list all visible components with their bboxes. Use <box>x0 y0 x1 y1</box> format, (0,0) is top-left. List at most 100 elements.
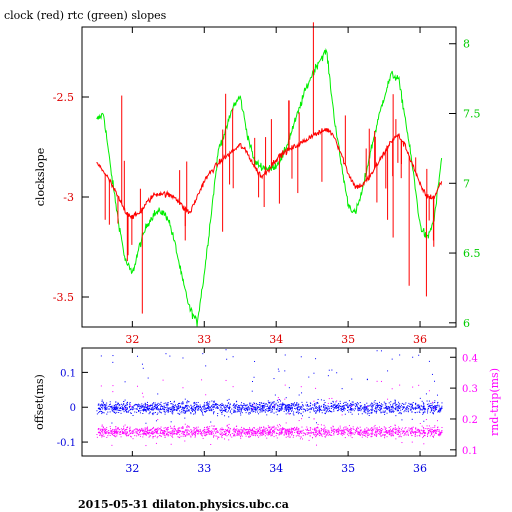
rnd-trip-point <box>325 435 327 437</box>
rnd-trip-point <box>300 436 302 438</box>
offset-point <box>251 406 253 408</box>
offset-point <box>131 406 133 408</box>
rnd-trip-point <box>374 432 376 434</box>
rnd-trip-point <box>317 423 319 425</box>
offset-point <box>424 411 426 413</box>
offset-point <box>167 407 169 409</box>
offset-point <box>264 411 266 413</box>
rnd-trip-point <box>302 435 304 437</box>
slopes-chart: 32 33 34 35 36-3.5-3-2.566.577.58 clockslope <box>34 22 481 346</box>
rnd-trip-point <box>304 434 306 436</box>
rnd-trip-point <box>377 427 379 429</box>
rnd-trip-point <box>209 426 211 428</box>
offset-point <box>176 407 178 409</box>
rnd-trip-point <box>375 434 377 436</box>
offset-point <box>357 403 359 405</box>
rnd-trip-point <box>335 430 337 432</box>
offset-point <box>424 409 426 411</box>
rnd-trip-point <box>250 434 252 436</box>
offset-point <box>285 405 287 407</box>
rnd-trip-point <box>203 432 205 434</box>
rnd-trip-point <box>142 396 144 398</box>
offset-point <box>184 410 186 412</box>
rnd-trip-point <box>285 428 287 430</box>
rnd-trip-point <box>370 432 372 434</box>
offset-point <box>326 408 328 410</box>
offset-point <box>297 409 299 411</box>
rnd-trip-point <box>369 429 371 431</box>
rnd-trip-point <box>378 431 380 433</box>
offset-point <box>417 405 419 407</box>
rnd-trip-point <box>438 433 440 435</box>
rnd-trip-point <box>267 430 269 432</box>
x-tick-label: 36 <box>413 333 427 346</box>
offset-point <box>350 407 352 409</box>
offset-point <box>241 408 243 410</box>
rnd-trip-point <box>281 432 283 434</box>
offset-point <box>234 408 236 410</box>
offset-point <box>272 402 274 404</box>
rnd-trip-point <box>307 433 309 435</box>
rnd-trip-point <box>202 433 204 435</box>
rnd-trip-point <box>154 428 156 430</box>
rnd-trip-point <box>255 430 257 432</box>
rnd-trip-point <box>327 433 329 435</box>
rnd-trip-point <box>273 428 275 430</box>
offset-point <box>202 353 204 355</box>
rnd-trip-point <box>190 436 192 438</box>
rnd-trip-point <box>238 432 240 434</box>
offset-point <box>259 408 261 410</box>
offset-point <box>327 411 329 413</box>
offset-point <box>384 413 386 415</box>
offset-point <box>352 403 354 405</box>
rnd-trip-point <box>254 427 256 429</box>
rnd-trip-point <box>190 435 192 437</box>
rnd-trip-point <box>337 432 339 434</box>
offset-point <box>136 408 138 410</box>
offset-point <box>127 411 129 413</box>
offset-point <box>99 408 101 410</box>
rnd-trip-point <box>141 427 143 429</box>
rnd-trip-point <box>410 428 412 430</box>
offset-point <box>156 406 158 408</box>
rnd-trip-point <box>411 427 413 429</box>
rnd-trip-point <box>320 429 322 431</box>
rnd-trip-point <box>186 429 188 431</box>
rnd-trip-point <box>183 431 185 433</box>
offset-point <box>338 408 340 410</box>
offset-point <box>282 404 284 406</box>
offset-point <box>126 411 128 413</box>
offset-point <box>201 413 203 415</box>
rnd-trip-point <box>389 429 391 431</box>
rnd-trip-point <box>293 435 295 437</box>
offset-point <box>391 358 393 360</box>
offset-point <box>250 410 252 412</box>
rnd-trip-point <box>324 436 326 438</box>
offset-point <box>140 405 142 407</box>
offset-point <box>208 403 210 405</box>
offset-point <box>398 412 400 414</box>
rnd-trip-point <box>203 428 205 430</box>
rnd-trip-point <box>276 424 278 426</box>
offset-point <box>172 407 174 409</box>
offset-point <box>300 356 302 358</box>
rnd-trip-point <box>281 431 283 433</box>
offset-point <box>257 406 259 408</box>
offset-point <box>248 412 250 414</box>
rnd-trip-point <box>300 430 302 432</box>
rnd-trip-point <box>266 437 268 439</box>
offset-point <box>361 405 363 407</box>
rnd-trip-point <box>209 431 211 433</box>
rnd-trip-point <box>312 432 314 434</box>
rnd-trip-point <box>120 428 122 430</box>
offset-point <box>372 404 374 406</box>
rnd-trip-point <box>210 432 212 434</box>
offset-point <box>109 411 111 413</box>
rnd-trip-point <box>207 431 209 433</box>
rnd-trip-point <box>220 428 222 430</box>
offset-point <box>263 405 265 407</box>
offset-point <box>240 414 242 416</box>
rnd-trip-point <box>332 426 334 428</box>
rnd-trip-point <box>302 432 304 434</box>
offset-point <box>422 406 424 408</box>
